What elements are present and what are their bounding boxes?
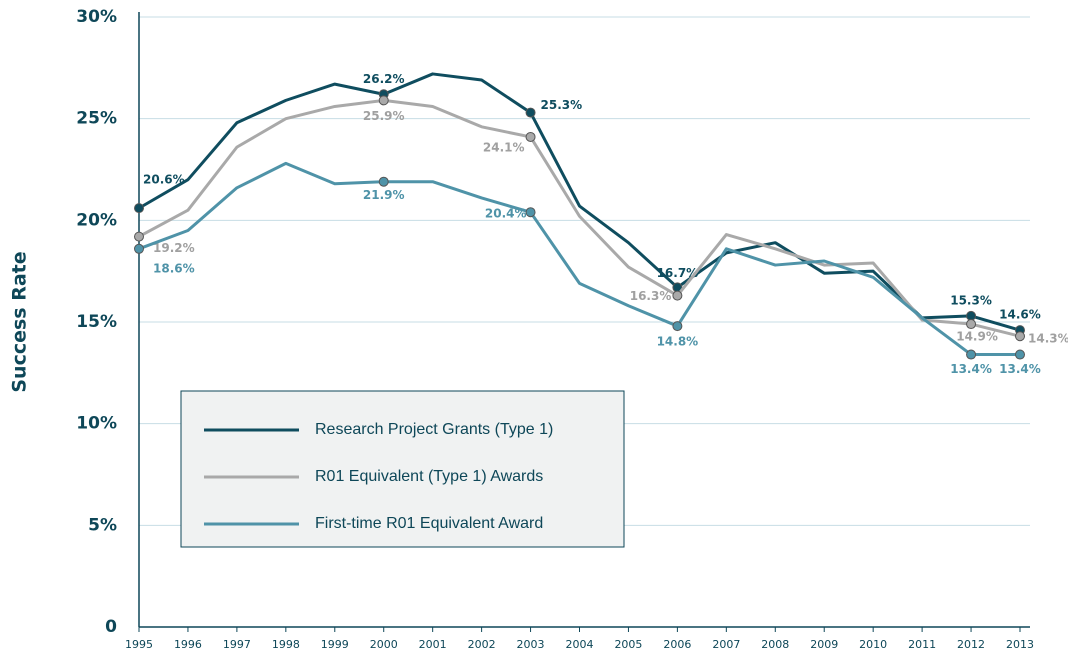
series-line bbox=[138, 72, 1021, 332]
data-label: 18.6% bbox=[153, 261, 195, 275]
data-point bbox=[966, 349, 977, 360]
x-tick-label: 2000 bbox=[370, 638, 398, 651]
x-tick-label: 1999 bbox=[321, 638, 349, 651]
data-point bbox=[525, 131, 536, 142]
series-line bbox=[138, 161, 1020, 357]
x-tick-label: 2009 bbox=[810, 638, 838, 651]
x-tick-label: 2001 bbox=[419, 638, 447, 651]
x-tick-label: 2004 bbox=[566, 638, 594, 651]
data-point bbox=[1015, 331, 1025, 342]
x-tick-label: 2012 bbox=[957, 638, 985, 651]
data-label: 25.3% bbox=[541, 98, 583, 112]
x-tick-label: 1995 bbox=[125, 638, 153, 651]
x-tick-label: 1997 bbox=[223, 638, 251, 651]
data-point bbox=[378, 95, 389, 106]
data-label: 20.6% bbox=[143, 173, 185, 187]
data-label: 26.2% bbox=[363, 72, 405, 86]
y-tick-label: 10% bbox=[76, 414, 117, 434]
y-tick-label: 15% bbox=[76, 312, 117, 332]
data-label: 13.4% bbox=[950, 362, 992, 376]
data-point bbox=[966, 319, 977, 330]
x-tick-label: 2007 bbox=[712, 638, 740, 651]
data-label: 24.1% bbox=[483, 140, 525, 154]
data-label: 16.3% bbox=[630, 289, 672, 303]
y-tick-label: 20% bbox=[76, 210, 117, 230]
data-point bbox=[134, 231, 144, 242]
x-tick-label: 2002 bbox=[468, 638, 496, 651]
data-point bbox=[1015, 349, 1025, 360]
y-axis-label: Success Rate bbox=[9, 251, 31, 392]
data-point bbox=[525, 207, 536, 218]
y-tick-label: 0 bbox=[105, 617, 117, 637]
data-label: 14.3% bbox=[1028, 332, 1068, 346]
x-tick-label: 2003 bbox=[517, 638, 545, 651]
data-point bbox=[378, 176, 389, 187]
data-point bbox=[134, 243, 144, 254]
data-label: 19.2% bbox=[153, 241, 195, 255]
x-tick-label: 1998 bbox=[272, 638, 300, 651]
data-label: 25.9% bbox=[363, 109, 405, 123]
x-tick-label: 2011 bbox=[908, 638, 936, 651]
x-tick-label: 1996 bbox=[174, 638, 202, 651]
y-tick-label: 30% bbox=[76, 7, 117, 27]
data-label: 14.8% bbox=[657, 335, 699, 349]
data-point bbox=[672, 321, 683, 332]
x-tick-label: 2008 bbox=[761, 638, 789, 651]
legend-label: R01 Equivalent (Type 1) Awards bbox=[315, 468, 543, 485]
data-point bbox=[525, 107, 536, 118]
data-label: 15.3% bbox=[950, 293, 992, 307]
x-tick-label: 2005 bbox=[614, 638, 642, 651]
data-label: 16.7% bbox=[657, 266, 699, 280]
data-label: 14.6% bbox=[999, 308, 1041, 322]
y-tick-label: 25% bbox=[76, 109, 117, 129]
data-label: 13.4% bbox=[999, 362, 1041, 376]
x-tick-label: 2013 bbox=[1006, 638, 1034, 651]
data-label: 21.9% bbox=[363, 188, 405, 202]
data-point bbox=[672, 290, 683, 301]
legend-box bbox=[180, 390, 625, 548]
x-tick-label: 2006 bbox=[663, 638, 691, 651]
data-point bbox=[134, 203, 144, 214]
x-tick-label: 2010 bbox=[859, 638, 887, 651]
data-label: 20.4% bbox=[485, 207, 527, 221]
y-tick-label: 5% bbox=[88, 515, 117, 535]
series-line bbox=[138, 98, 1021, 338]
legend-label: First-time R01 Equivalent Award bbox=[315, 515, 543, 532]
data-label: 14.9% bbox=[956, 330, 998, 344]
legend-label: Research Project Grants (Type 1) bbox=[315, 421, 553, 438]
